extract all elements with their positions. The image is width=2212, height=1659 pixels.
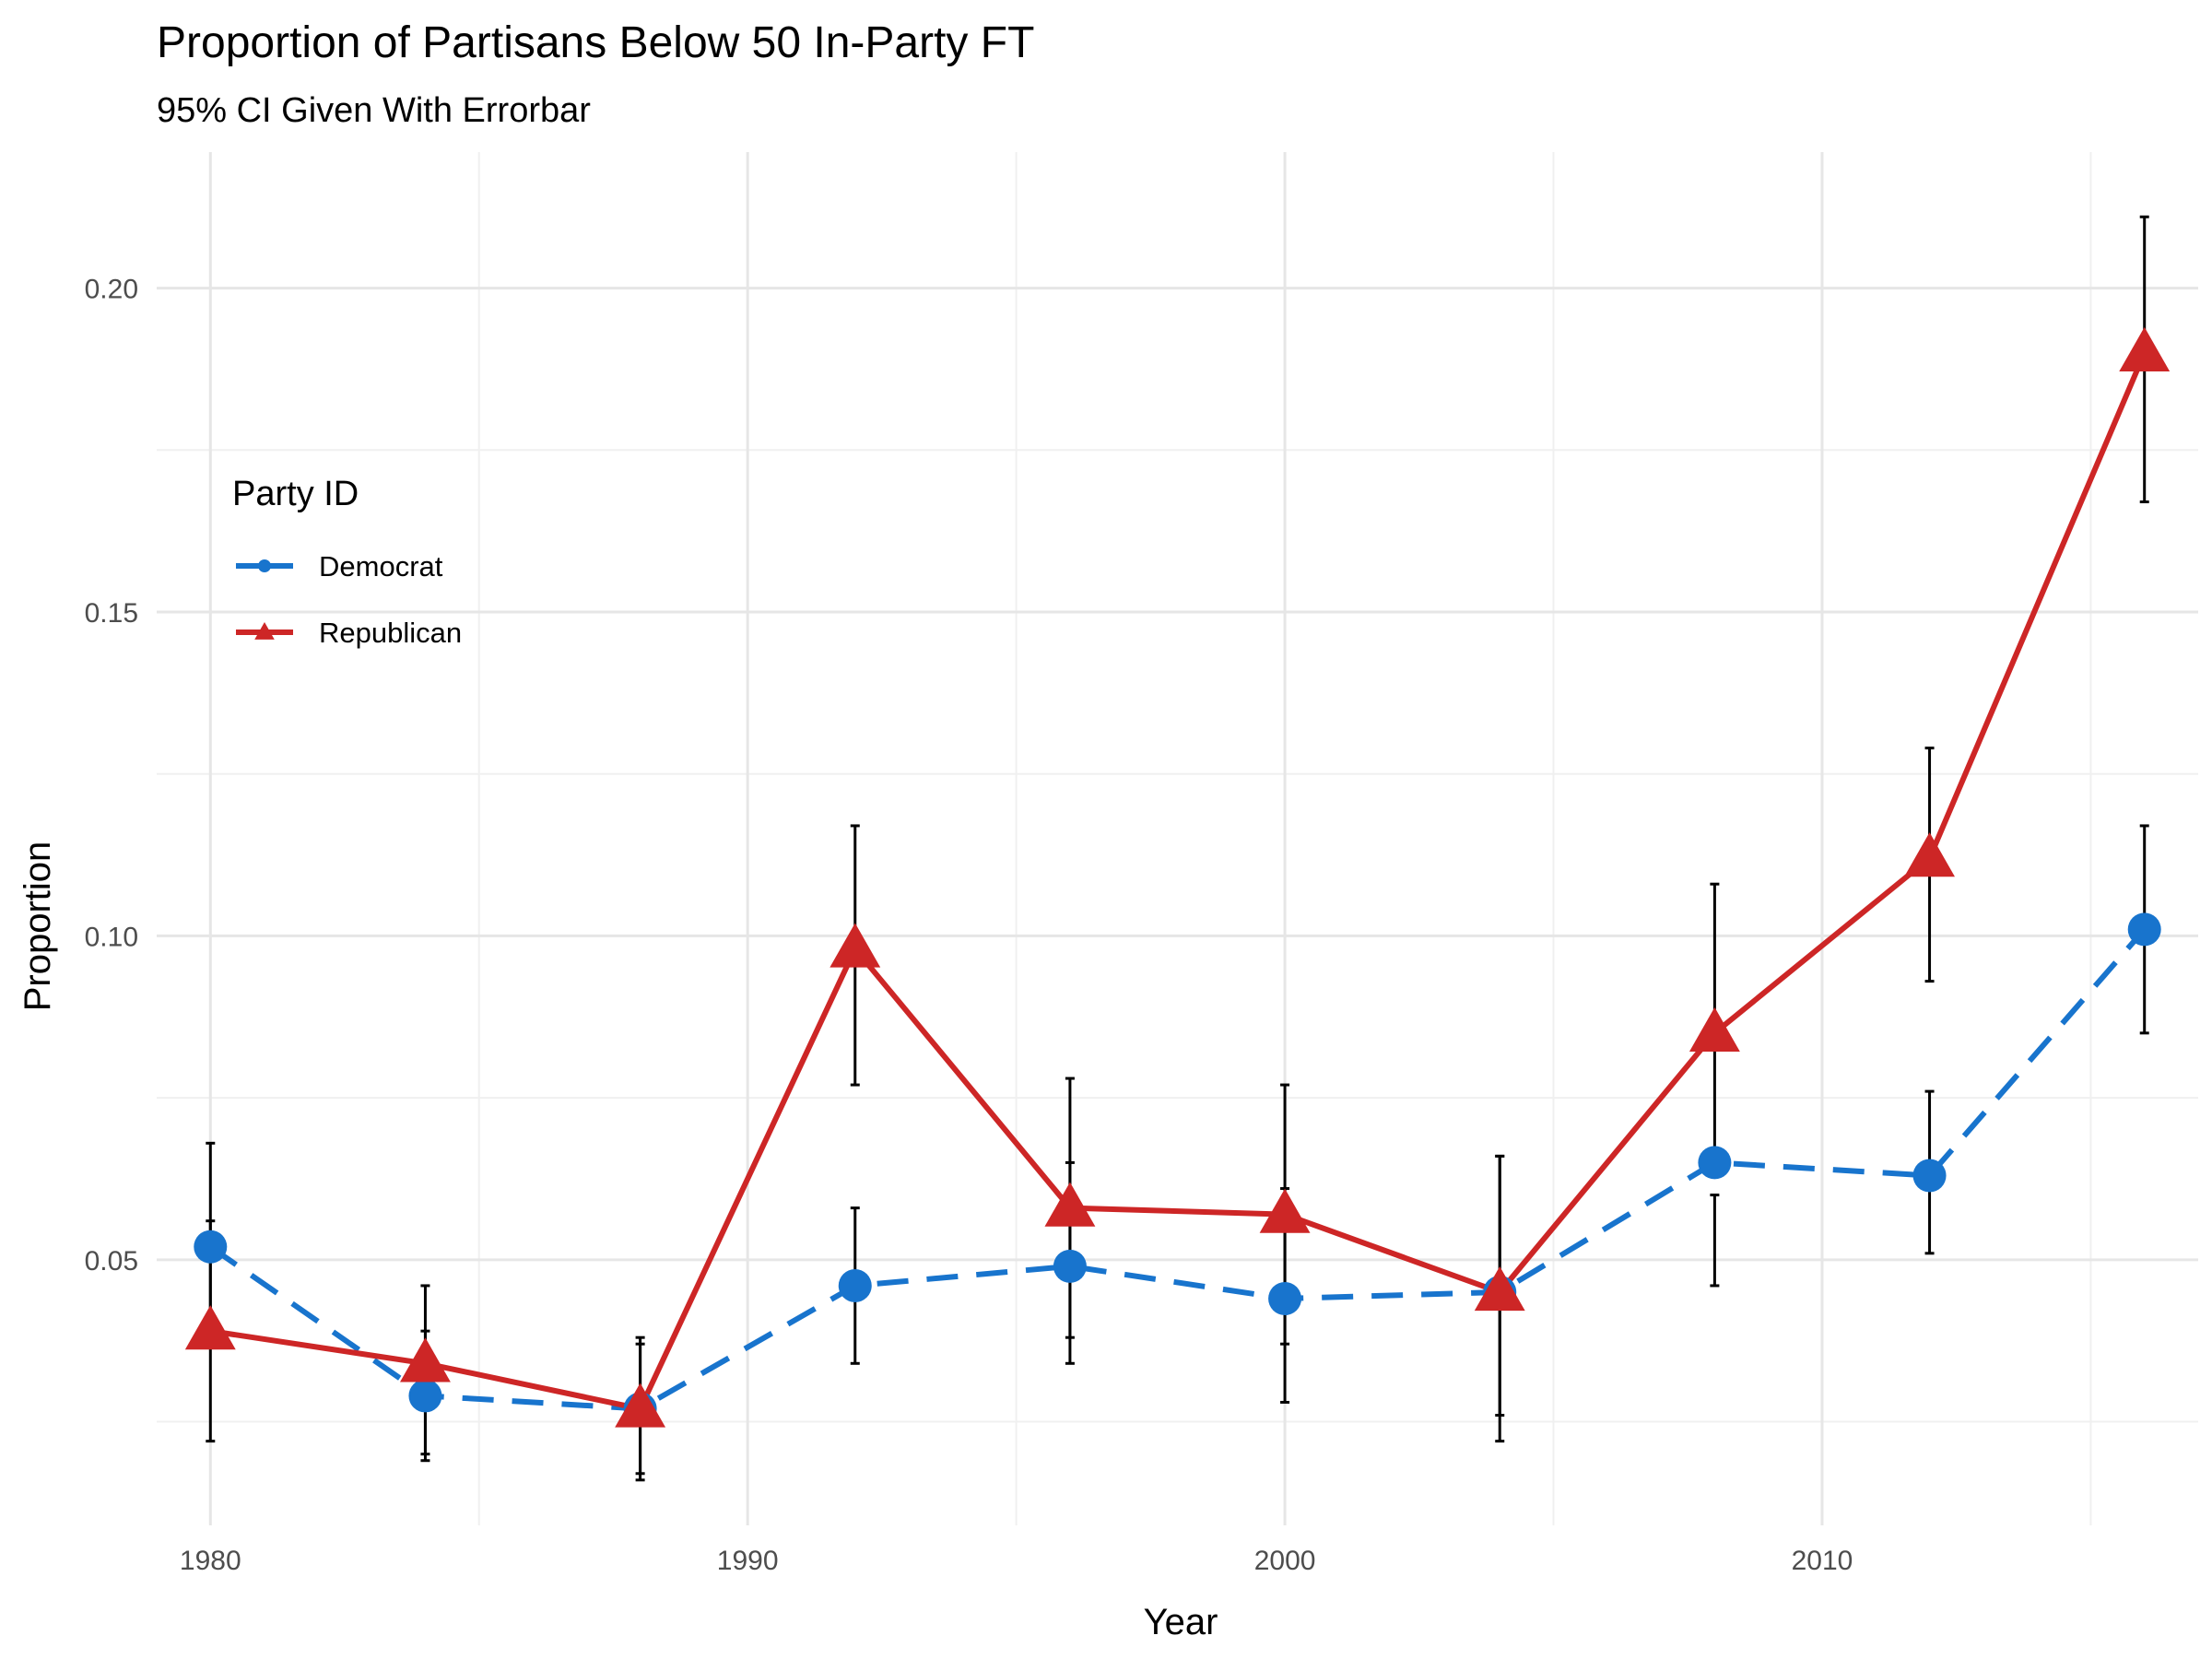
data-point-democrat — [1912, 1159, 1947, 1193]
series-lines — [208, 351, 2147, 1412]
data-point-democrat — [1053, 1249, 1087, 1283]
data-point-democrat — [838, 1268, 872, 1302]
data-point-republican — [1259, 1188, 1311, 1233]
x-axis-ticks: 1980 1990 2000 2010 — [180, 1546, 1853, 1576]
data-point-republican — [1688, 1006, 1740, 1053]
data-point-republican — [2119, 326, 2171, 372]
data-point-democrat — [408, 1379, 442, 1413]
legend-marker-republican — [254, 622, 275, 640]
series-line-democrat — [208, 927, 2147, 1412]
data-point-republican — [615, 1382, 666, 1428]
y-tick-label: 0.15 — [85, 598, 138, 629]
data-point-democrat — [1268, 1282, 1302, 1316]
x-tick-label: 2010 — [1792, 1546, 1853, 1576]
data-point-republican — [830, 923, 881, 968]
data-point-republican — [400, 1337, 451, 1382]
data-point-democrat — [194, 1230, 228, 1264]
plot-panel — [157, 152, 2198, 1525]
data-point-republican — [1904, 832, 1955, 877]
legend: Party ID Democrat Republican — [232, 475, 462, 649]
error-bars — [206, 215, 2149, 1482]
grid-major — [157, 152, 2198, 1525]
x-axis-title: Year — [1144, 1602, 1218, 1642]
legend-label-democrat: Democrat — [319, 550, 443, 582]
legend-marker-democrat — [258, 559, 271, 572]
grid-minor — [157, 152, 2198, 1525]
y-tick-label: 0.10 — [85, 922, 138, 952]
y-axis-title: Proportion — [18, 841, 58, 1012]
legend-items: Democrat Republican — [236, 550, 462, 649]
chart-subtitle: 95% CI Given With Errorbar — [157, 91, 591, 130]
x-tick-label: 1980 — [180, 1546, 241, 1576]
data-point-republican — [184, 1305, 236, 1350]
legend-title: Party ID — [232, 475, 359, 513]
y-tick-label: 0.05 — [85, 1246, 138, 1277]
data-point-republican — [1044, 1182, 1096, 1227]
x-tick-label: 1990 — [717, 1546, 779, 1576]
chart-title: Proportion of Partisans Below 50 In-Part… — [157, 18, 1034, 67]
y-tick-label: 0.20 — [85, 275, 138, 305]
x-tick-label: 2000 — [1254, 1546, 1316, 1576]
series-points — [184, 326, 2171, 1428]
data-point-democrat — [1698, 1146, 1732, 1180]
series-line-republican — [209, 351, 2147, 1412]
legend-label-republican: Republican — [319, 617, 462, 649]
data-point-republican — [1474, 1265, 1525, 1312]
data-point-democrat — [2127, 912, 2161, 947]
y-axis-ticks: 0.05 0.10 0.15 0.20 — [85, 275, 138, 1277]
